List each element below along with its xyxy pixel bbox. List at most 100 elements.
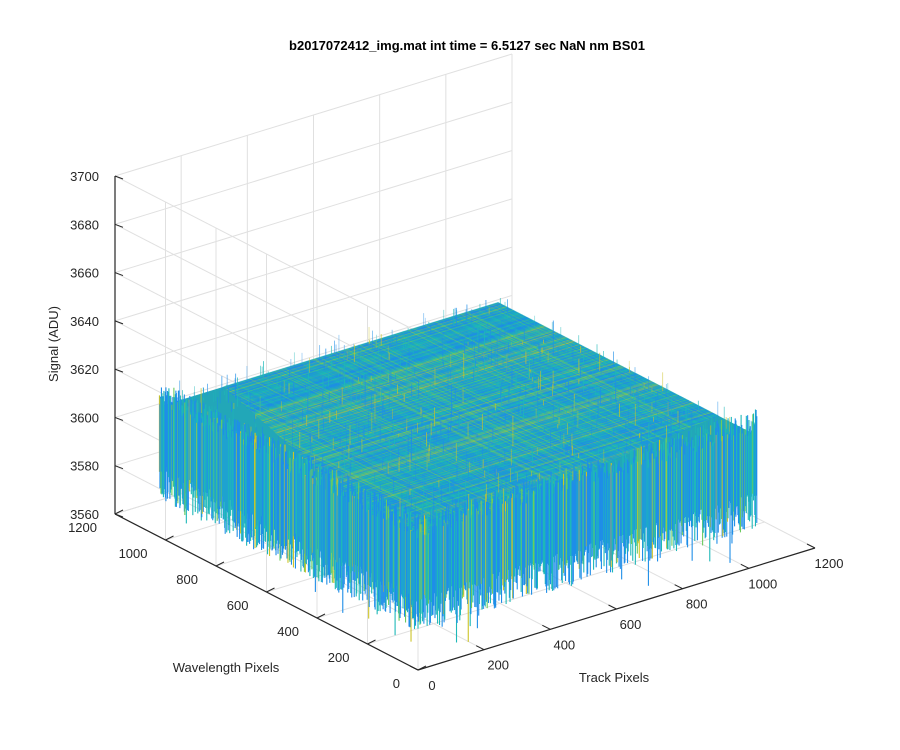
top-strand	[427, 323, 687, 458]
top-strand	[241, 380, 501, 515]
top-strand	[352, 346, 612, 481]
z-tick	[114, 368, 124, 373]
y-tick	[367, 639, 376, 645]
top-strand	[430, 322, 689, 457]
top-strand	[369, 341, 629, 476]
top-strand	[368, 341, 628, 476]
y-tick-label: 1200	[68, 520, 97, 535]
top-strand	[338, 351, 598, 485]
top-strand	[271, 371, 531, 506]
top-strand	[422, 325, 682, 460]
top-strand	[364, 343, 624, 477]
top-strand	[311, 359, 570, 494]
top-strand	[386, 336, 646, 470]
front-left-face	[158, 387, 419, 642]
top-strand	[460, 313, 720, 448]
top-strand	[393, 334, 653, 468]
top-strand	[215, 388, 475, 523]
top-strand	[277, 370, 536, 504]
top-strand	[236, 382, 496, 517]
z-tick-label: 3580	[70, 459, 99, 474]
z-tick-label: 3640	[70, 314, 99, 329]
top-strand	[252, 377, 512, 512]
z-tick	[114, 513, 124, 518]
top-strand	[317, 357, 577, 492]
top-strand	[448, 317, 708, 452]
top-strand	[406, 330, 666, 464]
top-strand	[303, 361, 563, 496]
top-strand	[244, 380, 504, 514]
top-strand	[388, 335, 648, 470]
top-strand	[342, 349, 602, 484]
top-strand	[273, 371, 532, 505]
top-strand	[248, 378, 508, 513]
y-tick-label: 1000	[119, 546, 148, 561]
top-strand	[325, 355, 585, 489]
top-strand	[379, 338, 638, 473]
top-strand	[305, 361, 565, 495]
top-strand	[465, 312, 725, 446]
y-axis-label: Wavelength Pixels	[173, 660, 280, 675]
top-strand	[491, 304, 751, 438]
z-tick	[114, 272, 124, 277]
x-tick	[542, 624, 551, 630]
top-strand	[377, 339, 637, 473]
top-strand	[466, 311, 726, 446]
top-strand	[415, 327, 675, 462]
top-strand	[307, 360, 566, 495]
x-tick-label: 1200	[815, 556, 844, 571]
top-strand	[495, 302, 755, 437]
top-strand	[443, 318, 702, 453]
top-strand	[284, 367, 544, 502]
top-strand	[214, 389, 474, 524]
z-tick-label: 3700	[70, 169, 99, 184]
top-strand	[257, 376, 517, 510]
top-strand	[299, 363, 559, 497]
top-strand	[229, 384, 489, 519]
z-tick	[114, 320, 124, 325]
top-strand	[407, 329, 667, 464]
top-strand	[488, 304, 748, 439]
top-strand	[410, 329, 670, 463]
z-tick-label: 3620	[70, 362, 99, 377]
top-strand	[228, 384, 488, 519]
top-strand	[324, 355, 583, 490]
top-strand	[474, 309, 734, 444]
top-strand	[266, 373, 526, 507]
top-strand	[351, 347, 611, 481]
top-strand	[358, 345, 617, 479]
z-tick-label: 3660	[70, 266, 99, 281]
y-tick-label: 400	[277, 624, 299, 639]
x-tick-label: 800	[686, 597, 708, 612]
back-grid-z	[114, 150, 513, 274]
top-strand	[441, 319, 701, 454]
top-strand	[287, 366, 547, 501]
back-grid-z	[114, 294, 513, 418]
y-tick	[316, 613, 326, 619]
top-strand	[295, 364, 555, 499]
top-strand	[339, 350, 599, 485]
top-strand	[288, 366, 548, 501]
top-strand	[275, 370, 535, 505]
top-strand	[360, 344, 620, 479]
top-strand	[380, 338, 640, 473]
x-tick-label: 0	[428, 678, 435, 693]
top-strand	[389, 335, 649, 470]
top-strand	[278, 369, 538, 504]
z-tick-label: 3560	[70, 507, 99, 522]
z-axis-label: Signal (ADU)	[46, 306, 61, 382]
top-strand	[304, 361, 564, 496]
y-tick	[215, 561, 225, 567]
top-strand	[396, 333, 655, 468]
x-tick	[608, 604, 617, 610]
top-strand	[381, 337, 641, 472]
top-strand	[490, 304, 750, 439]
top-strand	[402, 331, 662, 466]
x-tick-label: 400	[553, 637, 575, 652]
top-strand	[367, 342, 627, 477]
x-tick	[806, 543, 816, 549]
y-tick-label: 0	[393, 676, 400, 691]
top-strand	[312, 359, 572, 493]
